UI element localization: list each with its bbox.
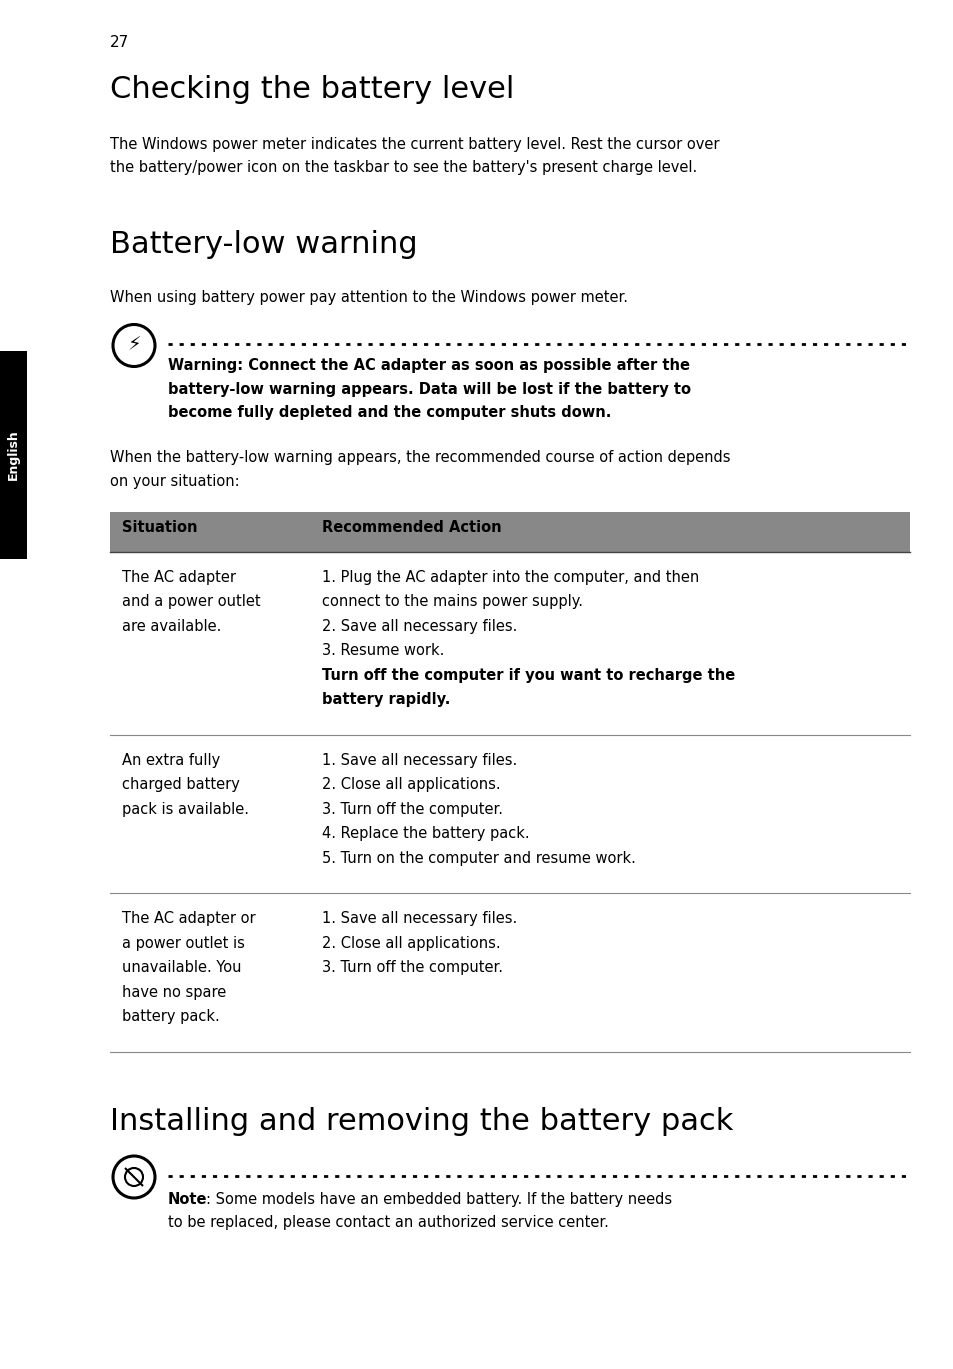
Text: have no spare: have no spare: [122, 986, 226, 999]
Text: 2. Save all necessary files.: 2. Save all necessary files.: [322, 619, 517, 634]
Text: English: English: [7, 430, 20, 481]
Text: 1. Plug the AC adapter into the computer, and then: 1. Plug the AC adapter into the computer…: [322, 570, 699, 585]
Text: When using battery power pay attention to the Windows power meter.: When using battery power pay attention t…: [110, 290, 627, 305]
Text: 2. Close all applications.: 2. Close all applications.: [322, 778, 500, 793]
Text: 1. Save all necessary files.: 1. Save all necessary files.: [322, 912, 517, 927]
Text: Situation: Situation: [122, 520, 197, 535]
Text: to be replaced, please contact an authorized service center.: to be replaced, please contact an author…: [168, 1216, 608, 1231]
Text: The AC adapter or: The AC adapter or: [122, 912, 255, 927]
Text: The Windows power meter indicates the current battery level. Rest the cursor ove: The Windows power meter indicates the cu…: [110, 137, 719, 152]
Text: When the battery-low warning appears, the recommended course of action depends: When the battery-low warning appears, th…: [110, 450, 730, 465]
Text: 4. Replace the battery pack.: 4. Replace the battery pack.: [322, 827, 529, 842]
Text: Installing and removing the battery pack: Installing and removing the battery pack: [110, 1108, 733, 1136]
FancyBboxPatch shape: [0, 350, 27, 559]
Text: Note: Note: [168, 1192, 208, 1207]
Text: charged battery: charged battery: [122, 778, 239, 793]
Text: ⚡: ⚡: [127, 335, 141, 355]
Text: 3. Resume work.: 3. Resume work.: [322, 643, 444, 658]
Text: battery rapidly.: battery rapidly.: [322, 693, 450, 708]
Text: 3. Turn off the computer.: 3. Turn off the computer.: [322, 961, 502, 976]
Text: connect to the mains power supply.: connect to the mains power supply.: [322, 594, 582, 609]
Text: 3. Turn off the computer.: 3. Turn off the computer.: [322, 802, 502, 817]
Text: unavailable. You: unavailable. You: [122, 961, 241, 976]
Text: Recommended Action: Recommended Action: [322, 520, 501, 535]
Text: are available.: are available.: [122, 619, 221, 634]
Text: Battery-low warning: Battery-low warning: [110, 230, 417, 260]
Text: the battery/power icon on the taskbar to see the battery's present charge level.: the battery/power icon on the taskbar to…: [110, 160, 697, 175]
Text: Checking the battery level: Checking the battery level: [110, 75, 514, 104]
Text: a power outlet is: a power outlet is: [122, 936, 245, 951]
Text: Turn off the computer if you want to recharge the: Turn off the computer if you want to rec…: [322, 668, 735, 683]
Text: 27: 27: [110, 36, 129, 51]
Text: 5. Turn on the computer and resume work.: 5. Turn on the computer and resume work.: [322, 852, 636, 867]
FancyBboxPatch shape: [110, 512, 909, 552]
Text: pack is available.: pack is available.: [122, 802, 249, 817]
Text: battery pack.: battery pack.: [122, 1009, 219, 1024]
Text: : Some models have an embedded battery. If the battery needs: : Some models have an embedded battery. …: [206, 1192, 672, 1207]
Text: Warning: Connect the AC adapter as soon as possible after the: Warning: Connect the AC adapter as soon …: [168, 359, 689, 374]
Text: battery-low warning appears. Data will be lost if the battery to: battery-low warning appears. Data will b…: [168, 382, 690, 397]
Text: become fully depleted and the computer shuts down.: become fully depleted and the computer s…: [168, 405, 611, 420]
Text: The AC adapter: The AC adapter: [122, 570, 235, 585]
Text: 2. Close all applications.: 2. Close all applications.: [322, 936, 500, 951]
Text: An extra fully: An extra fully: [122, 753, 220, 768]
Text: and a power outlet: and a power outlet: [122, 594, 260, 609]
Text: 1. Save all necessary files.: 1. Save all necessary files.: [322, 753, 517, 768]
Text: on your situation:: on your situation:: [110, 474, 239, 489]
